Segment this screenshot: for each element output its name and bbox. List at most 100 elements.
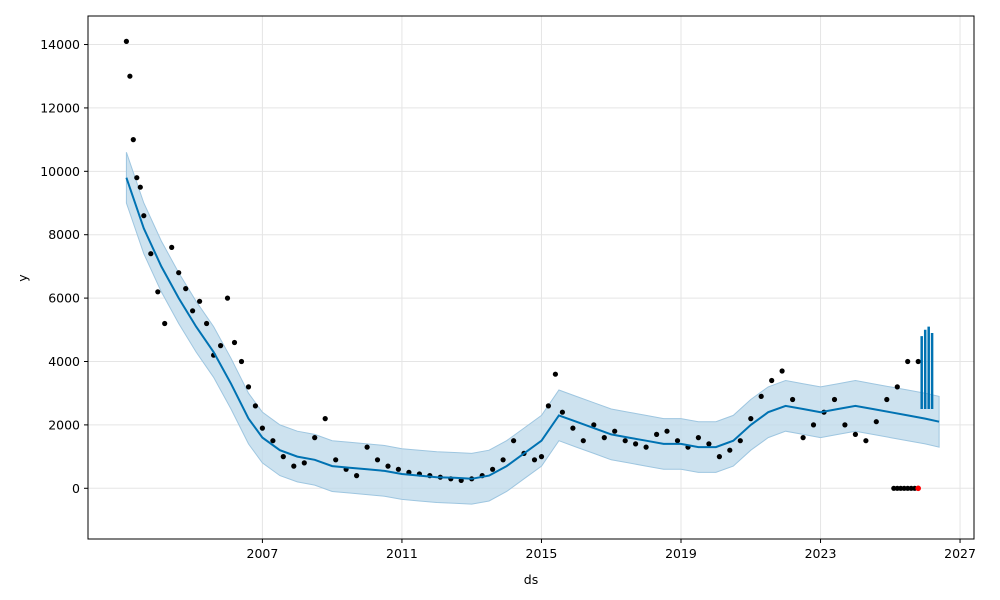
forecast-line <box>125 177 940 480</box>
observed-point <box>873 419 879 425</box>
observed-point <box>252 403 258 409</box>
observed-point <box>183 286 189 292</box>
observed-point <box>810 422 817 428</box>
plot-frame <box>87 15 975 540</box>
observed-point <box>354 473 360 479</box>
observed-point <box>218 343 224 349</box>
observed-point <box>141 213 147 219</box>
observed-point <box>664 428 670 434</box>
observed-point <box>204 320 210 327</box>
observed-point <box>245 384 252 390</box>
observed-point <box>905 358 911 365</box>
x-axis-label: ds <box>524 572 538 587</box>
y-tick-label: 2000 <box>48 417 80 432</box>
observed-point <box>322 416 328 422</box>
observed-point <box>852 431 859 437</box>
observed-point <box>291 463 297 469</box>
x-tick-label: 2019 <box>665 546 697 561</box>
observed-point <box>162 320 168 327</box>
observed-point <box>769 377 775 384</box>
forecast-trend-line <box>125 177 940 480</box>
observed-point <box>831 396 838 403</box>
observed-point <box>622 438 628 444</box>
uncertainty-interval <box>125 152 940 505</box>
observed-point <box>333 457 339 463</box>
observed-point <box>238 358 245 365</box>
observed-point <box>706 441 712 447</box>
observed-point <box>842 422 848 428</box>
y-tick-label: 6000 <box>48 291 80 306</box>
observed-point <box>395 466 401 472</box>
observed-point <box>190 308 196 314</box>
observed-points <box>123 38 921 483</box>
highlight-point <box>915 485 921 492</box>
observed-point <box>176 270 182 276</box>
y-axis-label: y <box>15 274 30 282</box>
observed-point <box>779 368 785 374</box>
observed-point <box>510 438 517 444</box>
observed-point <box>148 251 154 257</box>
y-tick-label: 0 <box>72 481 80 496</box>
observed-point <box>674 438 681 444</box>
observed-point <box>545 403 552 409</box>
observed-point <box>559 409 566 415</box>
observed-point <box>197 298 203 304</box>
grid <box>88 16 974 539</box>
observed-point <box>884 396 890 403</box>
observed-point <box>385 463 391 469</box>
observed-point <box>800 435 806 441</box>
observed-point <box>612 428 618 434</box>
observed-point <box>169 244 175 250</box>
observed-point <box>490 466 496 472</box>
observed-point <box>633 441 639 447</box>
observed-point <box>790 396 796 403</box>
observed-point <box>259 425 265 431</box>
observed-point <box>500 457 506 463</box>
x-tick-label: 2027 <box>944 546 976 561</box>
observed-point <box>695 435 702 441</box>
observed-point <box>134 175 140 181</box>
y-tick-label: 10000 <box>40 164 80 179</box>
y-tick-label: 14000 <box>40 37 80 52</box>
observed-point <box>758 393 764 399</box>
observed-point <box>130 137 136 143</box>
y-axis-ticks: 0 2000 4000 6000 8000 10000 12000 14000 <box>40 37 88 496</box>
observed-point <box>601 435 607 441</box>
observed-point <box>127 73 133 79</box>
observed-point <box>716 454 723 460</box>
y-tick-label: 12000 <box>40 100 80 115</box>
observed-point <box>374 457 381 463</box>
observed-point <box>591 422 597 428</box>
observed-point <box>312 435 318 441</box>
observed-point <box>654 431 660 437</box>
x-tick-label: 2007 <box>247 546 279 561</box>
x-tick-label: 2015 <box>526 546 558 561</box>
observed-point <box>137 184 143 190</box>
x-axis-ticks: 2007 2011 2015 2019 2023 2027 <box>247 539 976 561</box>
observed-point <box>727 447 733 453</box>
y-tick-label: 4000 <box>48 354 80 369</box>
observed-point <box>643 444 649 450</box>
observed-point <box>364 444 370 450</box>
observed-point <box>552 371 559 377</box>
observed-point <box>301 460 307 466</box>
observed-point <box>531 457 538 463</box>
observed-point <box>748 416 754 422</box>
x-tick-label: 2023 <box>805 546 837 561</box>
observed-point <box>538 454 545 460</box>
observed-point <box>570 425 576 431</box>
observed-point <box>737 438 743 444</box>
zero-observed-points <box>891 485 921 492</box>
future-forecast-marks <box>920 326 934 409</box>
x-tick-label: 2011 <box>386 546 418 561</box>
observed-point <box>123 38 129 45</box>
observed-point <box>231 339 238 346</box>
interval-band <box>125 152 940 505</box>
observed-point <box>580 438 586 444</box>
observed-point <box>224 295 231 301</box>
y-tick-label: 8000 <box>48 227 80 242</box>
observed-point <box>915 358 921 365</box>
observed-point <box>863 438 869 444</box>
